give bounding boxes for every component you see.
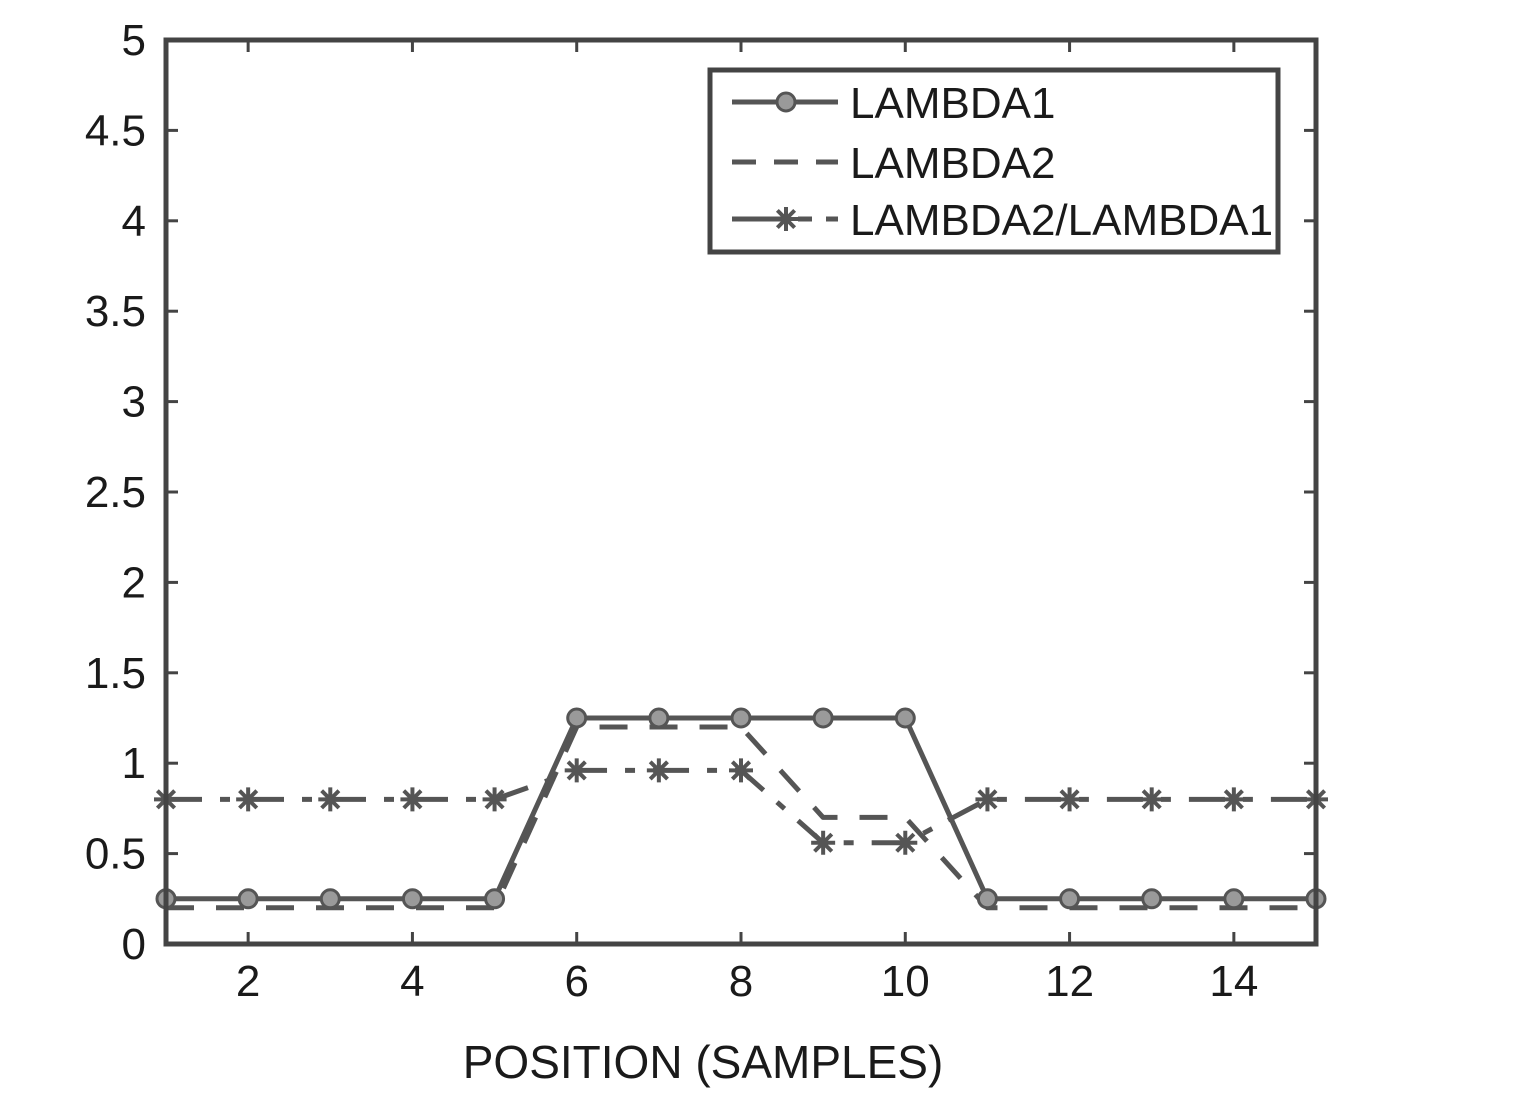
data-point-s1-8 (732, 709, 750, 727)
data-point-s3-4 (400, 787, 424, 811)
series-line-2 (166, 727, 1316, 908)
x-tick-label: 8 (729, 957, 753, 1006)
data-point-s3-7 (647, 758, 671, 782)
data-point-s3-6 (565, 758, 589, 782)
y-tick-label: 2.5 (85, 468, 146, 517)
data-point-s1-9 (814, 709, 832, 727)
data-point-s3-3 (318, 787, 342, 811)
data-point-s1-10 (896, 709, 914, 727)
y-tick-label: 3 (122, 378, 146, 427)
y-tick-label: 1 (122, 739, 146, 788)
y-tick-label: 0 (122, 920, 146, 969)
data-point-s3-8 (729, 758, 753, 782)
data-point-s1-13 (1143, 890, 1161, 908)
y-tick-labels: 0 0.5 1 1.5 2 2.5 3 3.5 4 4.5 5 (85, 16, 146, 969)
data-point-s1-3 (321, 890, 339, 908)
x-axis-title: POSITION (SAMPLES) (463, 1036, 944, 1088)
data-point-s1-11 (978, 890, 996, 908)
y-tick-label: 5 (122, 16, 146, 65)
data-point-s3-2 (236, 787, 260, 811)
y-tick-label: 2 (122, 558, 146, 607)
y-tick-label: 0.5 (85, 830, 146, 879)
legend-label: LAMBDA2/LAMBDA1 (850, 196, 1273, 245)
x-tick-label: 14 (1209, 957, 1258, 1006)
y-tick-label: 1.5 (85, 649, 146, 698)
y-tick-label: 3.5 (85, 287, 146, 336)
data-point-s1-2 (239, 890, 257, 908)
x-tick-label: 6 (564, 957, 588, 1006)
x-tick-label: 4 (400, 957, 424, 1006)
series-lines-layer (166, 718, 1316, 908)
y-tick-label: 4 (122, 197, 146, 246)
legend: LAMBDA1 LAMBDA2 LAMBDA2/LAMBDA1 (710, 70, 1278, 252)
data-point-s3-9 (811, 831, 835, 855)
x-tick-label: 12 (1045, 957, 1094, 1006)
y-tick-label: 4.5 (85, 106, 146, 155)
data-point-s1-7 (650, 709, 668, 727)
data-point-s1-6 (568, 709, 586, 727)
legend-label: LAMBDA2 (850, 139, 1055, 188)
legend-swatch-marker (774, 207, 798, 231)
series-markers-layer (154, 709, 1328, 908)
data-point-s1-5 (486, 890, 504, 908)
data-point-s3-5 (483, 787, 507, 811)
legend-label: LAMBDA1 (850, 79, 1055, 128)
data-point-s3-11 (975, 787, 999, 811)
data-point-s3-14 (1222, 787, 1246, 811)
x-tick-label: 2 (236, 957, 260, 1006)
data-point-s1-14 (1225, 890, 1243, 908)
data-point-s3-12 (1058, 787, 1082, 811)
x-tick-labels: 2 4 6 8 10 12 14 (236, 957, 1258, 1006)
data-point-s3-13 (1140, 787, 1164, 811)
data-point-s3-10 (893, 831, 917, 855)
data-point-s1-12 (1061, 890, 1079, 908)
data-point-s1-4 (403, 890, 421, 908)
legend-swatch-marker (777, 93, 795, 111)
x-tick-label: 10 (881, 957, 930, 1006)
